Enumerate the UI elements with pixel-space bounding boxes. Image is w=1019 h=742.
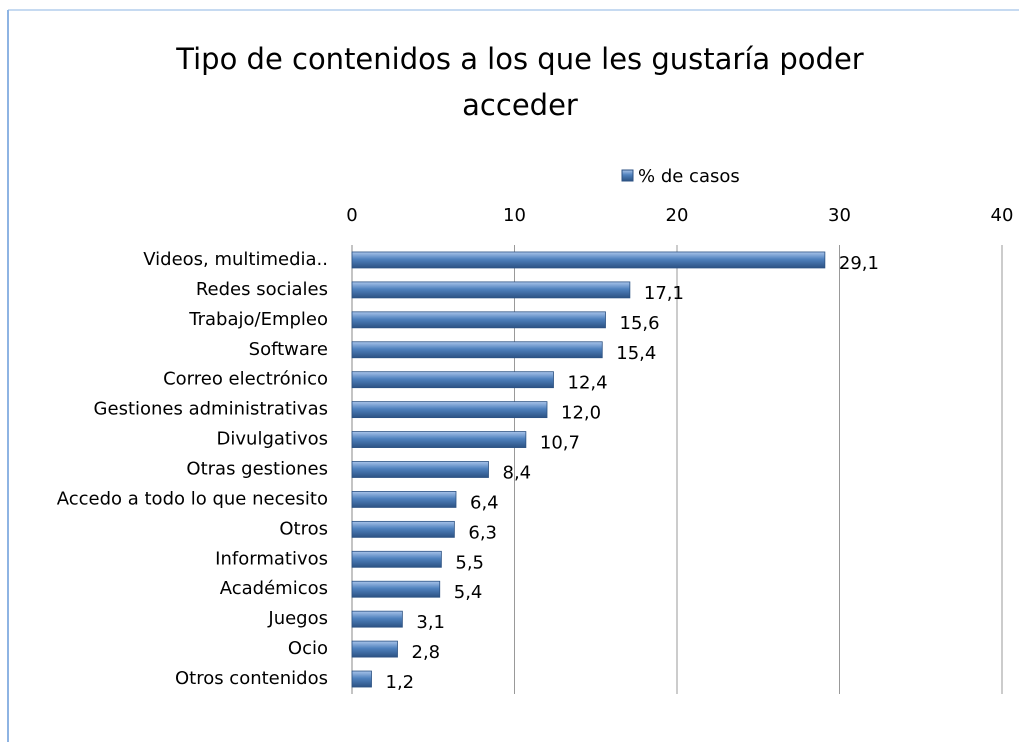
y-tick-label: Accedo a todo lo que necesito — [57, 488, 328, 509]
bar — [351, 461, 489, 478]
y-tick-label: Otros — [279, 518, 328, 539]
bar — [351, 401, 548, 419]
data-label: 6,3 — [468, 522, 497, 543]
y-tick-label: Redes sociales — [196, 279, 328, 300]
bar — [351, 580, 441, 598]
y-tick-label: Software — [249, 339, 328, 360]
bar — [351, 251, 826, 269]
y-tick-label: Ocio — [288, 638, 328, 659]
data-label: 15,4 — [616, 343, 656, 364]
x-tick-label: 20 — [666, 205, 689, 226]
y-tick-label: Correo electrónico — [163, 369, 328, 390]
y-tick-label: Videos, multimedia.. — [143, 249, 328, 270]
y-tick-label: Juegos — [267, 608, 328, 629]
bar — [351, 281, 631, 299]
data-label: 6,4 — [470, 492, 499, 513]
data-label: 12,0 — [561, 403, 601, 424]
bar — [351, 431, 527, 448]
bar — [351, 341, 603, 359]
data-label: 5,5 — [455, 552, 484, 573]
bar — [351, 640, 398, 658]
y-tick-label: Gestiones administrativas — [94, 399, 328, 420]
y-tick-label: Otros contenidos — [175, 668, 328, 689]
legend-label: % de casos — [638, 166, 740, 187]
data-label: 1,2 — [386, 672, 415, 693]
legend-swatch — [621, 169, 634, 182]
y-tick-label: Trabajo/Empleo — [188, 309, 328, 330]
bar — [351, 670, 372, 688]
data-label: 3,1 — [416, 612, 445, 633]
data-label: 12,4 — [568, 373, 608, 394]
x-tick-label: 40 — [991, 205, 1014, 226]
bar — [351, 491, 457, 508]
data-label: 15,6 — [620, 313, 660, 334]
data-label: 17,1 — [644, 283, 684, 304]
bar — [351, 371, 554, 389]
bar — [351, 311, 606, 329]
data-label: 10,7 — [540, 433, 580, 454]
y-tick-label: Divulgativos — [217, 429, 328, 450]
y-tick-label: Académicos — [220, 578, 328, 599]
y-tick-label: Informativos — [215, 548, 328, 569]
bar — [351, 550, 442, 568]
data-label: 5,4 — [454, 582, 483, 603]
y-tick-label: Otras gestiones — [186, 459, 328, 480]
data-label: 2,8 — [412, 642, 441, 663]
bar — [351, 520, 455, 538]
x-tick-label: 30 — [828, 205, 851, 226]
x-tick-label: 0 — [346, 205, 357, 226]
x-tick-label: 10 — [503, 205, 526, 226]
chart-title: Tipo de contenidos a los que les gustarí… — [176, 42, 864, 122]
data-label: 8,4 — [503, 463, 532, 484]
bar — [351, 610, 403, 628]
data-label: 29,1 — [839, 253, 879, 274]
